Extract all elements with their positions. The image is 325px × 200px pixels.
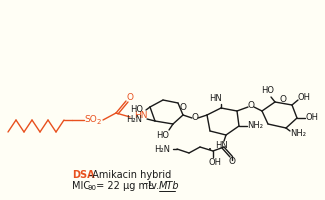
Text: MTb: MTb <box>159 181 180 191</box>
Text: •: • <box>208 147 212 153</box>
Text: HO: HO <box>262 86 275 95</box>
Text: HO: HO <box>157 131 170 140</box>
Text: HN: HN <box>215 141 228 150</box>
Text: OH: OH <box>298 92 311 102</box>
Text: HO: HO <box>130 104 143 114</box>
Text: OH: OH <box>305 114 318 122</box>
Text: NH₂: NH₂ <box>290 130 306 138</box>
Text: −1: −1 <box>142 180 152 186</box>
Text: NH₂: NH₂ <box>247 121 263 130</box>
Text: HN: HN <box>209 94 221 103</box>
Text: O: O <box>126 92 134 102</box>
Text: O: O <box>228 158 236 166</box>
Text: 90: 90 <box>87 185 96 191</box>
Text: 2: 2 <box>97 118 101 124</box>
Text: -Amikacin hybrid: -Amikacin hybrid <box>89 170 171 180</box>
Text: = 22 μg mL: = 22 μg mL <box>93 181 153 191</box>
Text: HN: HN <box>134 110 148 119</box>
Text: DSA: DSA <box>72 170 95 180</box>
Text: SO: SO <box>84 116 97 124</box>
Text: OH: OH <box>209 158 222 167</box>
Text: H₂N: H₂N <box>154 144 170 154</box>
Text: O: O <box>191 114 199 122</box>
Text: MIC: MIC <box>72 181 90 191</box>
Text: O: O <box>248 100 254 110</box>
Text: O: O <box>280 96 287 104</box>
Text: O: O <box>179 104 187 112</box>
Text: v.: v. <box>148 181 162 191</box>
Text: H₂N: H₂N <box>126 114 142 123</box>
